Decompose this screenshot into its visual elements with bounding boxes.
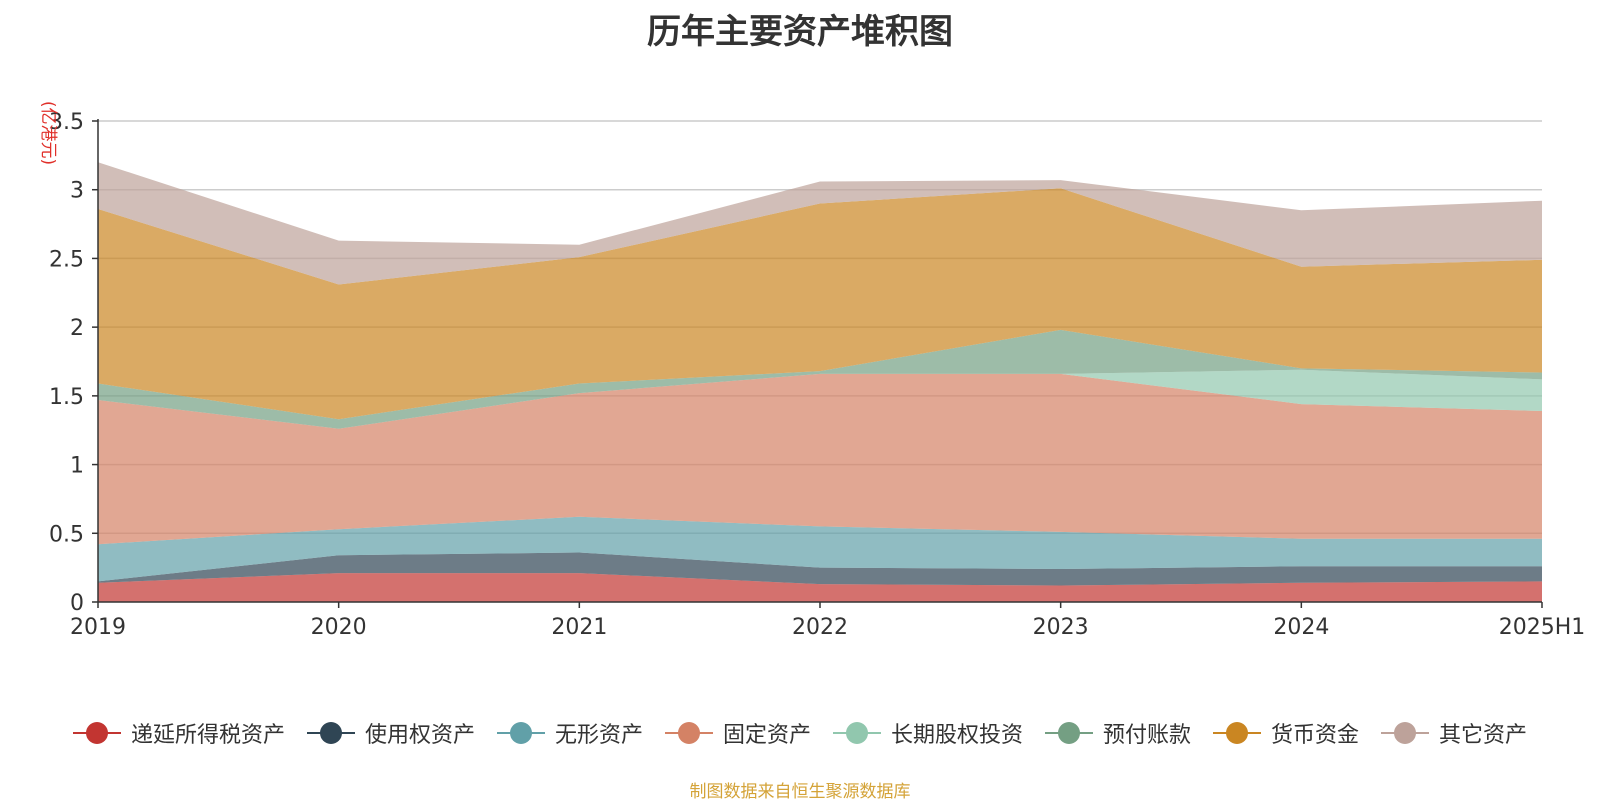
y-tick-label: 1.5	[49, 385, 84, 410]
area-series-group	[98, 162, 1542, 602]
y-axis-unit-label: (亿港元)	[38, 101, 58, 165]
legend-label: 使用权资产	[364, 723, 475, 748]
area-series	[98, 552, 1542, 586]
y-tick-label: 2.5	[49, 247, 84, 272]
legend: 递延所得税资产 使用权资产 无形资产 固定资产 长期股权投资 预付账款 货币资金 其它资产	[0, 717, 1600, 749]
x-tick-label: 2022	[792, 615, 848, 640]
legend-marker-icon	[833, 721, 881, 745]
data-source-note: 制图数据来自恒生聚源数据库	[689, 782, 911, 802]
y-tick-label: 3	[70, 179, 84, 204]
y-tick-label: 2	[70, 316, 84, 341]
area-series	[98, 573, 1542, 602]
area-series	[98, 369, 1542, 429]
legend-marker-icon	[1381, 721, 1430, 745]
chart-title: 历年主要资产堆积图	[647, 12, 953, 52]
legend-item[interactable]: 递延所得税资产	[72, 717, 285, 749]
legend-label: 货币资金	[1271, 723, 1360, 748]
legend-label: 预付账款	[1103, 723, 1192, 748]
legend-marker-icon	[1045, 721, 1094, 745]
axes: 0 0.5 1 1.5 2 2.5 3 3.5 2019 2020 2021 2022 2023 2024…	[49, 110, 1585, 640]
area-series	[98, 188, 1542, 420]
x-tick-label: 2024	[1273, 615, 1329, 640]
legend-item[interactable]: 其它资产	[1381, 717, 1527, 749]
area-series	[98, 162, 1542, 285]
area-series	[98, 516, 1542, 582]
legend-marker-icon	[496, 721, 545, 745]
area-series	[98, 373, 1542, 545]
legend-label: 固定资产	[722, 723, 811, 748]
y-tick-label: 0	[70, 591, 84, 616]
legend-label: 无形资产	[554, 723, 643, 748]
legend-marker-icon	[1213, 721, 1262, 745]
y-tick-label: 1	[70, 454, 84, 479]
area-series	[98, 329, 1542, 429]
legend-marker-icon	[664, 721, 713, 745]
x-tick-label: 2019	[70, 615, 126, 640]
legend-marker-icon	[72, 721, 121, 745]
legend-item[interactable]: 预付账款	[1045, 717, 1191, 749]
legend-label: 其它资产	[1439, 723, 1528, 748]
x-tick-label: 2025H1	[1499, 615, 1586, 640]
legend-label: 递延所得税资产	[130, 723, 285, 748]
legend-item[interactable]: 无形资产	[496, 717, 643, 749]
x-tick-label: 2023	[1033, 615, 1089, 640]
y-tick-label: 0.5	[49, 522, 84, 547]
legend-item[interactable]: 固定资产	[664, 717, 811, 749]
legend-item[interactable]: 长期股权投资	[833, 717, 1023, 749]
legend-label: 长期股权投资	[891, 723, 1024, 748]
legend-marker-icon	[306, 721, 355, 745]
legend-item[interactable]: 货币资金	[1213, 717, 1359, 749]
legend-item[interactable]: 使用权资产	[306, 717, 475, 749]
x-tick-label: 2021	[551, 615, 607, 640]
y-tick-label: 3.5	[49, 110, 84, 135]
x-tick-label: 2020	[311, 615, 367, 640]
